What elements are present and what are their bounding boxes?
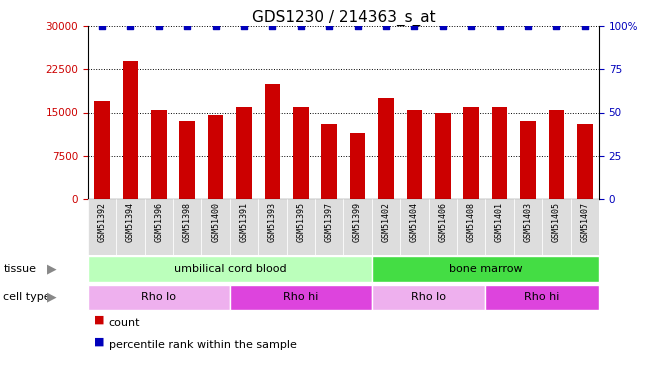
Bar — [230, 199, 258, 255]
Point — [125, 23, 135, 29]
Point — [210, 23, 221, 29]
Text: ▶: ▶ — [47, 262, 57, 276]
Bar — [542, 199, 570, 255]
Point — [523, 23, 533, 29]
Point — [381, 23, 391, 29]
Text: count: count — [109, 318, 140, 327]
Text: cell type: cell type — [3, 292, 51, 302]
Text: GSM51400: GSM51400 — [211, 202, 220, 242]
Bar — [94, 101, 110, 199]
Bar — [88, 199, 117, 255]
Bar — [293, 107, 309, 199]
Text: ■: ■ — [94, 337, 105, 347]
Text: GSM51406: GSM51406 — [438, 202, 447, 242]
Bar — [315, 199, 344, 255]
Bar — [122, 61, 138, 199]
Bar — [322, 124, 337, 199]
Bar — [180, 121, 195, 199]
Text: bone marrow: bone marrow — [449, 264, 522, 274]
Bar — [145, 199, 173, 255]
Point — [579, 23, 590, 29]
Bar — [486, 199, 514, 255]
Bar — [117, 199, 145, 255]
Point — [154, 23, 164, 29]
Point — [296, 23, 306, 29]
Text: Rho hi: Rho hi — [283, 292, 318, 302]
Bar — [230, 285, 372, 310]
Bar — [378, 98, 394, 199]
Text: GSM51407: GSM51407 — [580, 202, 589, 242]
Text: ■: ■ — [94, 315, 105, 324]
Text: umbilical cord blood: umbilical cord blood — [174, 264, 286, 274]
Bar — [258, 199, 286, 255]
Bar — [344, 199, 372, 255]
Text: GSM51402: GSM51402 — [381, 202, 391, 242]
Text: Rho lo: Rho lo — [411, 292, 446, 302]
Bar — [435, 112, 450, 199]
Text: GSM51394: GSM51394 — [126, 202, 135, 242]
Bar — [350, 133, 365, 199]
Bar — [88, 285, 230, 310]
Text: tissue: tissue — [3, 264, 36, 274]
Point — [182, 23, 193, 29]
Point — [551, 23, 562, 29]
Text: GSM51405: GSM51405 — [552, 202, 561, 242]
Bar — [520, 121, 536, 199]
Point — [267, 23, 277, 29]
Bar — [372, 285, 486, 310]
Text: GSM51398: GSM51398 — [183, 202, 192, 242]
Bar — [486, 285, 599, 310]
Text: GSM51393: GSM51393 — [268, 202, 277, 242]
Text: Rho lo: Rho lo — [141, 292, 176, 302]
Bar — [549, 110, 564, 199]
Bar — [208, 116, 223, 199]
Title: GDS1230 / 214363_s_at: GDS1230 / 214363_s_at — [251, 10, 436, 26]
Point — [352, 23, 363, 29]
Bar — [407, 110, 422, 199]
Text: GSM51395: GSM51395 — [296, 202, 305, 242]
Bar — [173, 199, 201, 255]
Bar — [400, 199, 428, 255]
Bar — [570, 199, 599, 255]
Text: GSM51403: GSM51403 — [523, 202, 533, 242]
Bar — [428, 199, 457, 255]
Point — [239, 23, 249, 29]
Bar — [201, 199, 230, 255]
Bar — [577, 124, 592, 199]
Bar — [236, 107, 252, 199]
Point — [324, 23, 335, 29]
Text: GSM51404: GSM51404 — [410, 202, 419, 242]
Bar — [464, 107, 479, 199]
Point — [409, 23, 420, 29]
Text: GSM51396: GSM51396 — [154, 202, 163, 242]
Bar — [492, 107, 507, 199]
Bar — [372, 199, 400, 255]
Text: ▶: ▶ — [47, 291, 57, 304]
Text: GSM51399: GSM51399 — [353, 202, 362, 242]
Point — [466, 23, 477, 29]
Point — [97, 23, 107, 29]
Text: Rho hi: Rho hi — [525, 292, 560, 302]
Text: GSM51408: GSM51408 — [467, 202, 476, 242]
Point — [437, 23, 448, 29]
Text: percentile rank within the sample: percentile rank within the sample — [109, 340, 297, 350]
Bar — [457, 199, 486, 255]
Bar — [372, 256, 599, 282]
Text: GSM51401: GSM51401 — [495, 202, 504, 242]
Bar — [514, 199, 542, 255]
Text: GSM51391: GSM51391 — [240, 202, 249, 242]
Bar — [88, 256, 372, 282]
Text: GSM51397: GSM51397 — [325, 202, 334, 242]
Bar — [286, 199, 315, 255]
Bar — [264, 84, 280, 199]
Text: GSM51392: GSM51392 — [98, 202, 107, 242]
Point — [494, 23, 505, 29]
Bar — [151, 110, 167, 199]
